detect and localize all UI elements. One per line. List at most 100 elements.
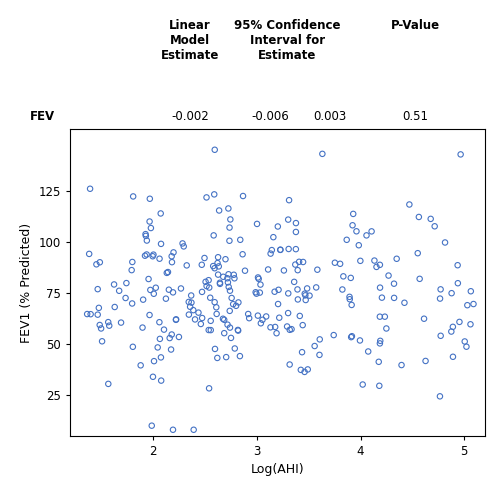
Point	[110, 303, 118, 311]
Point	[299, 258, 307, 266]
Point	[110, 281, 118, 288]
Point	[214, 271, 222, 278]
Point	[169, 288, 177, 296]
Text: FEV: FEV	[30, 110, 55, 123]
Point	[292, 228, 300, 236]
Point	[376, 313, 384, 320]
Point	[206, 317, 214, 325]
Point	[298, 348, 306, 356]
Point	[346, 296, 354, 303]
Point	[169, 426, 177, 433]
Point	[226, 307, 234, 315]
Point	[283, 323, 291, 331]
Point	[226, 237, 234, 245]
Point	[316, 336, 324, 343]
Point	[294, 285, 302, 293]
Point	[441, 239, 449, 246]
Point	[398, 361, 406, 369]
Point	[330, 331, 338, 339]
Point	[214, 253, 222, 261]
Point	[378, 294, 386, 301]
Point	[456, 318, 464, 326]
Point	[381, 313, 389, 320]
Point	[436, 285, 444, 293]
Point	[215, 206, 223, 214]
Point	[272, 330, 280, 337]
Point	[202, 194, 210, 201]
Point	[104, 318, 112, 326]
Text: 95% Confidence
Interval for
Estimate: 95% Confidence Interval for Estimate	[234, 19, 341, 62]
Point	[257, 319, 265, 327]
Point	[191, 316, 199, 323]
Point	[190, 307, 198, 314]
Text: Linear
Model
Estimate: Linear Model Estimate	[161, 19, 219, 62]
Point	[288, 325, 296, 333]
Point	[448, 289, 456, 297]
Point	[292, 219, 300, 227]
Point	[92, 261, 100, 268]
Point	[157, 377, 165, 385]
Point	[374, 358, 382, 365]
Point	[205, 385, 213, 392]
Point	[165, 286, 173, 294]
Point	[430, 222, 438, 230]
Point	[368, 228, 376, 235]
Point	[414, 250, 422, 257]
Point	[146, 311, 154, 319]
Point	[420, 315, 428, 322]
Point	[212, 304, 220, 311]
Point	[302, 292, 310, 299]
Point	[467, 287, 475, 295]
Point	[426, 215, 434, 223]
Point	[338, 285, 346, 293]
Point	[390, 294, 398, 302]
Point	[204, 326, 212, 334]
Point	[352, 228, 360, 235]
Point	[95, 304, 103, 312]
Point	[175, 333, 183, 341]
Point	[292, 245, 300, 253]
Point	[470, 300, 478, 308]
Point	[256, 281, 264, 288]
Point	[144, 275, 152, 283]
Point	[372, 263, 380, 271]
Point	[234, 326, 242, 334]
Point	[236, 352, 244, 360]
Point	[216, 280, 224, 288]
Point	[163, 269, 171, 277]
Point	[167, 346, 175, 354]
Point	[148, 252, 156, 260]
Point	[164, 268, 172, 276]
Point	[162, 295, 170, 303]
Point	[355, 241, 363, 249]
Point	[284, 309, 292, 317]
Point	[241, 267, 249, 274]
Point	[198, 314, 206, 322]
Point	[229, 300, 237, 308]
Point	[180, 242, 188, 250]
Point	[290, 278, 298, 285]
Point	[454, 279, 462, 287]
Point	[276, 246, 284, 254]
Point	[168, 331, 175, 338]
Point	[219, 273, 227, 281]
Point	[376, 337, 384, 345]
Point	[105, 322, 113, 330]
Point	[214, 354, 222, 362]
Point	[285, 196, 293, 204]
Point	[150, 290, 158, 297]
Point	[157, 240, 165, 248]
Point	[184, 298, 192, 306]
Point	[356, 337, 364, 344]
Point	[115, 287, 123, 295]
Point	[129, 343, 137, 351]
Point	[268, 246, 276, 254]
Point	[219, 315, 227, 322]
Point	[286, 361, 294, 368]
Point	[149, 373, 157, 381]
Point	[177, 285, 185, 292]
Point	[142, 232, 150, 240]
Point	[284, 216, 292, 223]
Point	[347, 274, 355, 282]
Point	[224, 205, 232, 212]
